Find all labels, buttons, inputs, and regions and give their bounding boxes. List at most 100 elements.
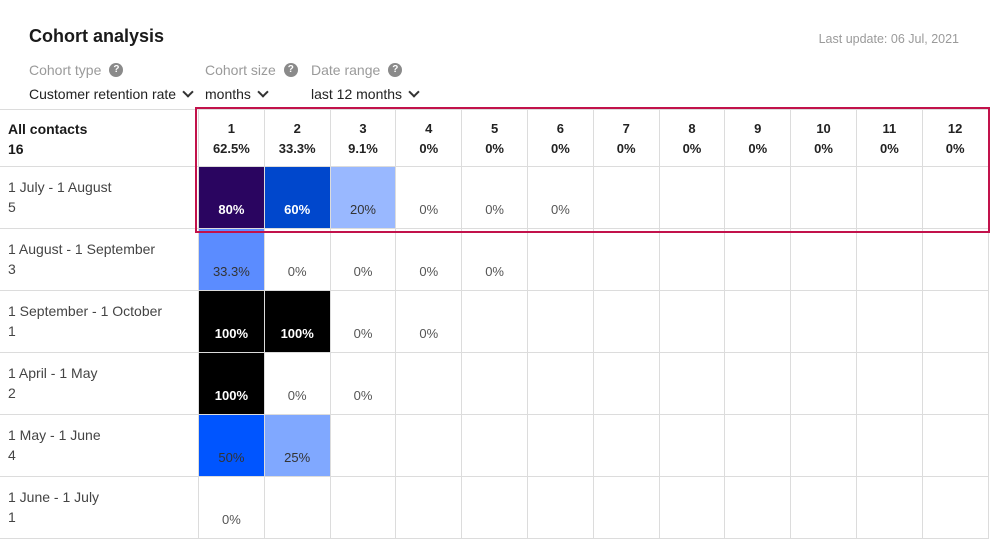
heatmap-cell — [594, 167, 660, 228]
chevron-down-icon — [257, 86, 269, 98]
help-icon[interactable]: ? — [388, 63, 403, 77]
heatmap-cell — [396, 477, 463, 538]
heatmap-cell — [725, 415, 792, 476]
last-update-label: Last update: — [818, 32, 888, 46]
period-label: 4 — [425, 121, 433, 136]
column-header: 12 0% — [923, 110, 989, 166]
heatmap-cell: 0% — [396, 167, 463, 228]
heatmap-cell — [396, 415, 463, 476]
period-rate: 0% — [616, 141, 636, 156]
filter-label: Cohort type — [29, 62, 102, 78]
cohort-size-dropdown[interactable]: months — [205, 84, 298, 104]
heatmap-cell — [725, 229, 792, 290]
period-label: 7 — [622, 121, 630, 136]
heatmap-cell — [791, 167, 857, 228]
table-row: 1 April - 1 May 2 100% 0% 0% — [0, 353, 989, 415]
column-header: 4 0% — [396, 110, 463, 166]
heatmap-cell: 100% — [199, 291, 265, 352]
cohort-label: 1 June - 1 July 1 — [0, 477, 199, 538]
filter-label: Date range — [311, 62, 381, 78]
heatmap-cell: 0% — [331, 353, 397, 414]
heatmap-cell: 0% — [396, 229, 463, 290]
heatmap-cell — [331, 415, 397, 476]
column-header: 6 0% — [528, 110, 594, 166]
column-header: 8 0% — [660, 110, 726, 166]
cell-value: 0% — [222, 512, 241, 527]
heatmap-cell: 20% — [330, 167, 397, 228]
dropdown-value: last 12 months — [311, 86, 403, 102]
date-range-dropdown[interactable]: last 12 months — [311, 84, 420, 104]
dropdown-value: months — [205, 86, 251, 102]
cohort-type-dropdown[interactable]: Customer retention rate — [29, 84, 194, 104]
page-title: Cohort analysis — [29, 26, 165, 46]
table-row: 1 May - 1 June 4 50% 25% — [0, 415, 989, 477]
heatmap-cell — [528, 291, 594, 352]
heatmap-cell — [396, 353, 463, 414]
heatmap-cell: 25% — [264, 415, 331, 476]
heatmap-cell — [462, 353, 528, 414]
filter-label: Cohort size — [205, 62, 276, 78]
cohort-label: 1 September - 1 October 1 — [0, 291, 199, 352]
cell-value: 0% — [287, 388, 307, 403]
cell-value: 0% — [353, 264, 373, 279]
heatmap-cell — [660, 415, 726, 476]
heatmap-cell: 0% — [462, 167, 528, 228]
column-header: 9 0% — [725, 110, 792, 166]
help-icon[interactable]: ? — [109, 63, 124, 77]
period-label: 8 — [688, 121, 696, 136]
period-label: 10 — [816, 121, 831, 136]
heatmap-cell — [857, 291, 923, 352]
summary-count: 16 — [8, 141, 24, 157]
heatmap-cell — [923, 291, 989, 352]
cell-value: 100% — [214, 388, 249, 403]
cell-value: 60% — [284, 202, 311, 217]
heatmap-cell — [594, 229, 660, 290]
column-header: 5 0% — [462, 110, 528, 166]
heatmap-cell — [528, 229, 594, 290]
cell-value: 50% — [218, 450, 245, 465]
column-header: 2 33.3% — [265, 110, 331, 166]
heatmap-cell — [923, 353, 989, 414]
period-label: 6 — [556, 121, 564, 136]
heatmap-cell: 0% — [462, 229, 528, 290]
last-update: Last update: 06 Jul, 2021 — [819, 32, 959, 46]
column-header: 3 9.1% — [331, 110, 397, 166]
cohort-label: 1 July - 1 August 5 — [0, 167, 199, 228]
cohort-range: 1 September - 1 October — [8, 303, 163, 319]
cell-value: 0% — [419, 326, 439, 341]
help-icon[interactable]: ? — [283, 63, 298, 77]
heatmap-cell — [725, 167, 792, 228]
heatmap-cell — [594, 353, 660, 414]
period-label: 2 — [293, 121, 301, 136]
heatmap-cell — [660, 291, 726, 352]
heatmap-cell: 0% — [265, 229, 331, 290]
heatmap-cell — [923, 477, 989, 538]
heatmap-cell — [923, 229, 989, 290]
period-label: 3 — [359, 121, 367, 136]
period-rate: 0% — [748, 141, 768, 156]
column-header: 7 0% — [594, 110, 660, 166]
heatmap-cell — [462, 477, 528, 538]
cohort-range: 1 April - 1 May — [8, 365, 98, 381]
cell-value: 80% — [218, 202, 245, 217]
heatmap-cell — [857, 229, 923, 290]
period-label: 5 — [490, 121, 499, 136]
last-update-value: 06 Jul, 2021 — [890, 32, 959, 46]
heatmap-cell — [528, 353, 594, 414]
cohort-label: 1 May - 1 June 4 — [0, 415, 199, 476]
heatmap-cell: 50% — [199, 415, 265, 476]
heatmap-cell — [594, 291, 660, 352]
cell-value: 0% — [353, 388, 373, 403]
filter-cohort-type: Cohort type? Customer retention rate — [29, 60, 194, 104]
column-header: 11 0% — [857, 110, 923, 166]
heatmap-cell — [791, 291, 857, 352]
heatmap-cell: 100% — [264, 291, 331, 352]
heatmap-cell — [462, 291, 528, 352]
period-rate: 0% — [814, 141, 833, 156]
heatmap-cell — [725, 477, 792, 538]
cell-value: 20% — [349, 202, 376, 217]
table-header-row: All contacts 16 1 62.5% 2 33.3% 3 9.1% 4 0% 5 0% 6 0%… — [0, 110, 989, 167]
heatmap-cell — [923, 167, 989, 228]
heatmap-cell: 0% — [199, 477, 265, 538]
period-rate: 0% — [419, 141, 439, 156]
